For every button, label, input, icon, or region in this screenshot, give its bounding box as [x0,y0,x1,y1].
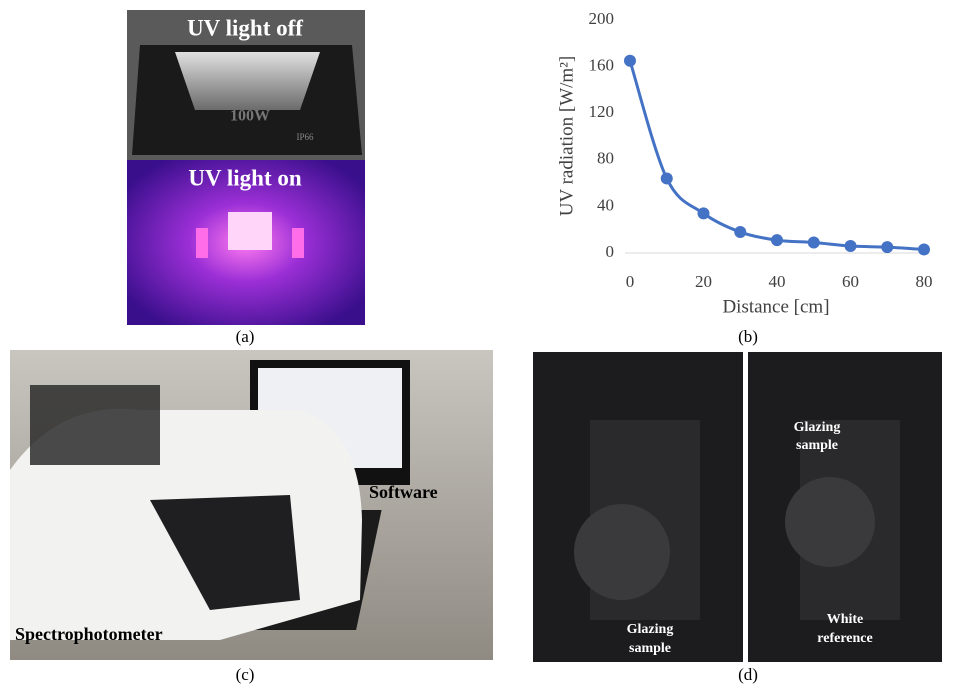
photo-text: 100W [230,108,270,125]
y-tick-label: 160 [589,56,615,75]
annotation: sample [796,438,838,453]
point [808,237,820,249]
panel-label: (d) [738,665,758,684]
annotation: White [827,612,864,627]
x-tick-label: 0 [626,272,635,291]
photo-d: Glazing sample Glazing sample White refe… [530,350,944,663]
panel-label: (c) [236,665,255,684]
y-tick-label: 120 [589,102,615,121]
point [734,226,746,238]
annotation: reference [817,631,872,646]
point [698,207,710,219]
y-tick-label: 200 [589,9,615,28]
y-tick-label: 80 [597,149,614,168]
x-tick-label: 80 [916,272,933,291]
point [845,240,857,252]
point [918,244,930,256]
x-tick-label: 20 [695,272,712,291]
photo-text: UV light on [188,165,302,190]
y-axis-title: UV radiation [W/m²] [556,56,577,216]
photo-a: UV light off 100W IP66 UV light on [127,10,365,325]
panel-label: (b) [738,327,758,346]
line [630,61,924,250]
point [771,234,783,246]
x-axis-title: Distance [cm] [722,296,829,317]
panel-label: (a) [236,327,255,346]
photo-text: Spectrophotometer [15,624,163,644]
x-tick-label: 60 [842,272,859,291]
photo-c: Software Spectrophotometer [10,350,493,660]
photo-text: Software [369,482,438,502]
photo-text: UV light off [187,15,303,40]
y-tick-label: 0 [606,242,615,261]
figure: UV light off 100W IP66 UV light on (a) (… [0,0,955,691]
photo-text: IP66 [296,132,314,142]
point [661,172,673,184]
point [624,55,636,67]
annotation: Glazing [627,622,674,637]
y-tick-label: 40 [597,195,614,214]
x-tick-label: 40 [769,272,786,291]
annotation: sample [629,641,671,656]
point [881,241,893,253]
annotation: Glazing [794,420,841,435]
